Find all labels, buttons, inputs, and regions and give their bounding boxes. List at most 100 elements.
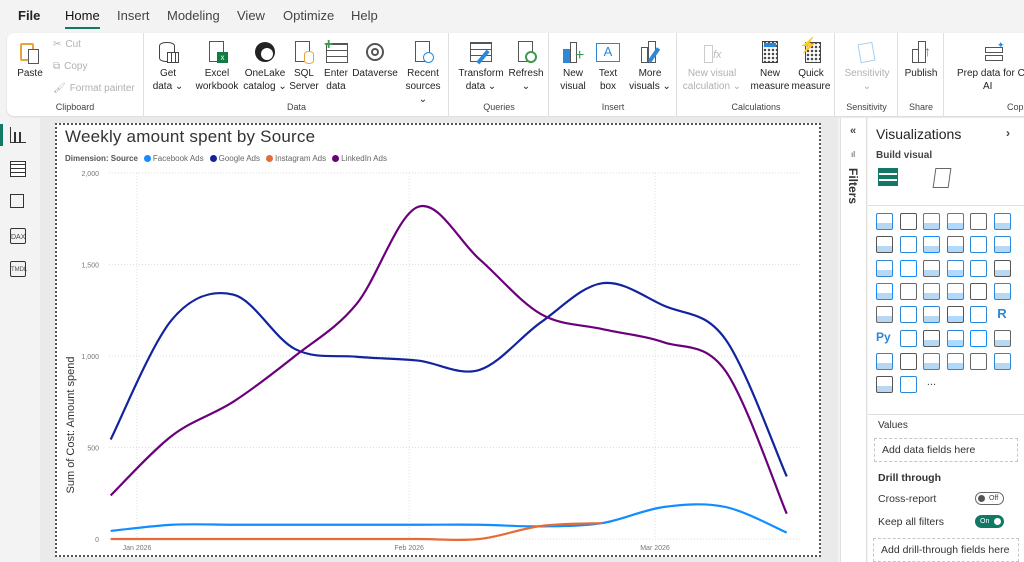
cut-button[interactable]: ✂ Cut bbox=[53, 39, 81, 50]
100-column-visual-icon[interactable] bbox=[993, 213, 1011, 230]
more-visuals-button[interactable]: More visuals ⌄ bbox=[628, 39, 672, 93]
scatter-visual-icon[interactable] bbox=[946, 259, 964, 277]
enter-data-button[interactable]: + Enter data bbox=[321, 37, 351, 93]
quick-measure-button[interactable]: ⚡ Quick measure bbox=[790, 38, 832, 93]
waterfall-visual-icon[interactable] bbox=[899, 259, 917, 277]
filled-map-visual-icon[interactable] bbox=[923, 282, 940, 300]
ribbon-visual-icon[interactable] bbox=[876, 259, 893, 277]
sensitivity-button[interactable]: Sensitivity ⌄ bbox=[840, 39, 894, 93]
values-field-well[interactable]: Add data fields here bbox=[874, 438, 1018, 462]
line-column-visual-icon[interactable] bbox=[970, 236, 987, 254]
stacked-area-visual-icon[interactable] bbox=[923, 236, 940, 254]
menu-home[interactable]: Home bbox=[65, 8, 100, 29]
button-slicer-visual-icon[interactable] bbox=[946, 352, 964, 370]
slicer-visual-icon[interactable] bbox=[923, 306, 940, 324]
menu-help[interactable]: Help bbox=[351, 8, 378, 23]
drill-through-field-well[interactable]: Add drill-through fields here bbox=[873, 538, 1019, 562]
custom-visual-icon[interactable] bbox=[993, 352, 1011, 370]
text-box-button[interactable]: A Text box bbox=[592, 39, 624, 93]
stacked-column-visual-icon[interactable] bbox=[899, 213, 917, 230]
100-area-visual-icon[interactable] bbox=[946, 236, 964, 254]
legend-item-instagram[interactable]: Instagram Ads bbox=[265, 154, 326, 163]
legend-item-facebook[interactable]: Facebook Ads bbox=[143, 154, 204, 163]
model-view-icon[interactable] bbox=[10, 194, 24, 208]
sql-server-button[interactable]: SQL Server bbox=[289, 39, 319, 93]
filters-label[interactable]: Filters bbox=[846, 168, 860, 205]
power-apps-visual-icon[interactable] bbox=[899, 352, 917, 370]
new-visual-calc-label-1: New visual bbox=[687, 68, 737, 79]
copy-button[interactable]: ⧉ Copy bbox=[53, 61, 88, 72]
gauge-visual-icon[interactable] bbox=[993, 282, 1011, 300]
line-chart-visual[interactable]: Weekly amount spent by Source Dimension:… bbox=[55, 123, 821, 557]
pie-visual-icon[interactable] bbox=[970, 259, 987, 277]
table-visual-icon[interactable] bbox=[946, 306, 964, 324]
treemap-visual-icon[interactable] bbox=[876, 282, 893, 300]
kpi-visual-icon[interactable] bbox=[899, 306, 917, 324]
menu-insert[interactable]: Insert bbox=[117, 8, 150, 23]
menu-file[interactable]: File bbox=[18, 8, 41, 23]
clustered-bar-visual-icon[interactable] bbox=[923, 213, 940, 230]
area-visual-icon[interactable] bbox=[899, 236, 917, 254]
menu-view[interactable]: View bbox=[237, 8, 265, 23]
format-visual-tab-icon[interactable] bbox=[932, 168, 952, 188]
more-visual-icon[interactable]: ... bbox=[926, 376, 937, 389]
key-influencers-visual-icon[interactable] bbox=[899, 329, 917, 347]
filters-pane-collapsed[interactable]: « ıl Filters bbox=[840, 118, 867, 562]
shape-map-visual-icon[interactable] bbox=[946, 282, 964, 300]
arrow-visual-icon[interactable] bbox=[899, 376, 917, 394]
paste-button[interactable]: Paste bbox=[13, 39, 47, 80]
dataverse-button[interactable]: Dataverse bbox=[351, 39, 399, 80]
stacked-bar-visual-icon[interactable] bbox=[876, 213, 893, 230]
goals-visual-icon[interactable] bbox=[993, 329, 1011, 347]
python-visual-visual-icon[interactable]: Py bbox=[876, 329, 891, 344]
new-visual-calculation-button[interactable]: fx New visual calculation ⌄ bbox=[682, 39, 742, 93]
line-clustered-column-visual-icon[interactable] bbox=[993, 236, 1011, 254]
power-automate-visual-icon[interactable] bbox=[923, 352, 940, 370]
map-visual-icon[interactable] bbox=[899, 282, 917, 300]
build-visual-tab-icon[interactable] bbox=[878, 168, 898, 186]
funnel-visual-icon[interactable] bbox=[923, 259, 940, 277]
line-visual-icon[interactable] bbox=[876, 236, 893, 254]
menu-optimize[interactable]: Optimize bbox=[283, 8, 335, 23]
new-visual-calc-label-2: calculation ⌄ bbox=[682, 81, 742, 92]
new-visual-button[interactable]: + New visual bbox=[556, 39, 590, 93]
prep-data-ai-button[interactable]: ✦ Prep data for C AI bbox=[949, 39, 1024, 93]
donut-visual-icon[interactable] bbox=[993, 259, 1011, 277]
card-visual-icon[interactable] bbox=[876, 306, 893, 324]
format-painter-button[interactable]: 🖌 Format painter bbox=[53, 83, 135, 94]
cross-report-toggle[interactable]: Off bbox=[975, 492, 1004, 505]
dax-query-view-icon[interactable]: DAX bbox=[10, 228, 26, 244]
100-bar-visual-icon[interactable] bbox=[970, 213, 987, 230]
matrix-visual-icon[interactable] bbox=[970, 306, 987, 324]
new-measure-button[interactable]: New measure bbox=[750, 39, 790, 93]
azure-map-visual-icon[interactable] bbox=[970, 282, 987, 300]
decomposition-tree-visual-icon[interactable] bbox=[923, 329, 940, 347]
clustered-column-visual-icon[interactable] bbox=[946, 213, 964, 230]
keep-all-filters-toggle[interactable]: On bbox=[975, 515, 1004, 528]
recent-sources-button[interactable]: Recent sources ⌄ bbox=[401, 39, 445, 106]
menu-modeling[interactable]: Modeling bbox=[167, 8, 220, 23]
refresh-button[interactable]: Refresh ⌄ bbox=[508, 39, 544, 93]
transform-data-button[interactable]: Transform data ⌄ bbox=[457, 39, 505, 93]
legend-label: LinkedIn Ads bbox=[341, 154, 387, 163]
report-view-icon[interactable] bbox=[10, 127, 26, 143]
onelake-catalog-button[interactable]: OneLake catalog ⌄ bbox=[241, 39, 289, 93]
paginated-visual-icon[interactable] bbox=[876, 352, 893, 370]
excel-workbook-button[interactable]: x Excel workbook bbox=[192, 39, 242, 93]
tmdl-view-icon[interactable]: TMDL bbox=[10, 261, 27, 277]
get-data-button[interactable]: Get data ⌄ bbox=[152, 39, 184, 93]
collapse-chevron-icon[interactable]: « bbox=[850, 125, 857, 137]
legend-item-google[interactable]: Google Ads bbox=[209, 154, 260, 163]
qa-visual-icon[interactable] bbox=[946, 329, 964, 347]
build-visual-label: Build visual bbox=[876, 150, 933, 161]
table-view-icon[interactable] bbox=[10, 161, 26, 177]
values-label: Values bbox=[878, 420, 908, 431]
publish-button[interactable]: ↑ Publish bbox=[901, 39, 941, 80]
sql-label-1: SQL bbox=[293, 68, 314, 79]
legend-item-linkedin[interactable]: LinkedIn Ads bbox=[332, 154, 387, 163]
copilot-visual-icon[interactable] bbox=[876, 376, 893, 394]
r-visual-visual-icon[interactable]: R bbox=[997, 306, 1007, 322]
expand-chevron-icon[interactable]: › bbox=[1006, 126, 1010, 140]
narrative-visual-icon[interactable] bbox=[970, 329, 987, 347]
image-visual-icon[interactable] bbox=[970, 352, 987, 370]
